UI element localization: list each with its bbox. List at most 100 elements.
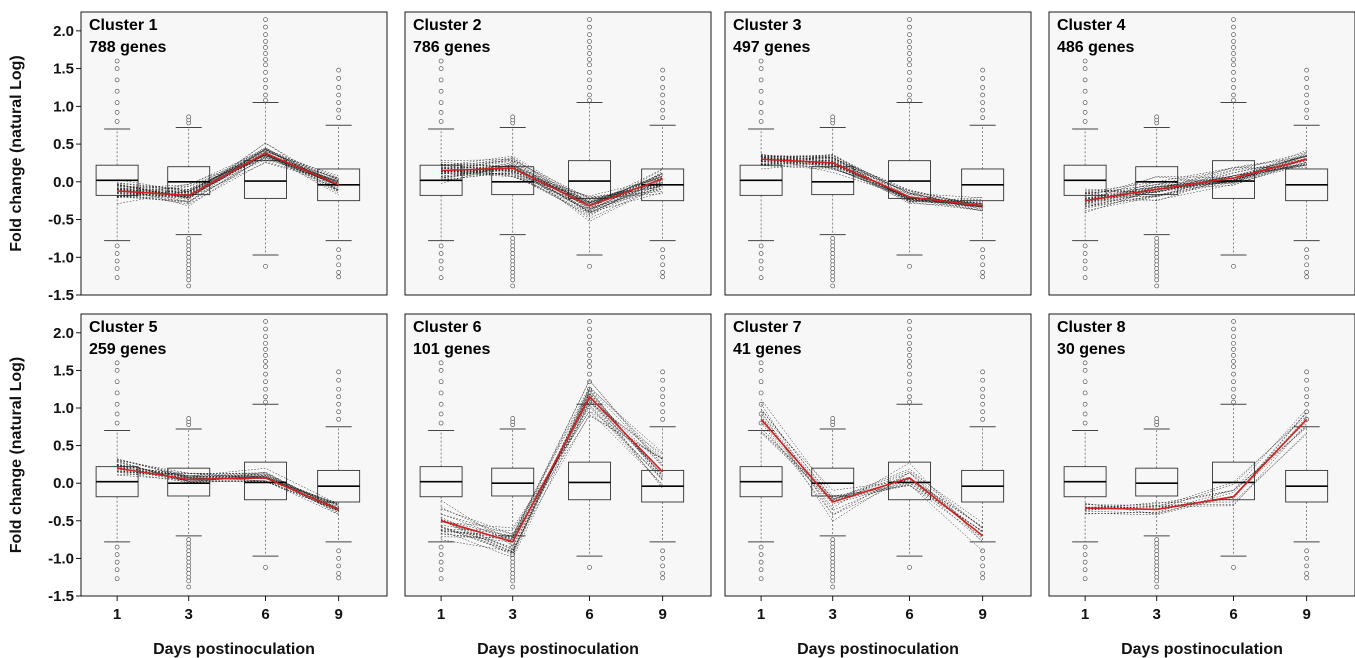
outlier-point (114, 552, 120, 557)
outlier-point (114, 576, 120, 582)
boxplot-day-6 (1212, 17, 1255, 269)
gene-profile-line (441, 158, 663, 209)
outlier-point (587, 97, 592, 103)
gene-profile-line (1085, 417, 1307, 514)
outlier-point (1231, 263, 1236, 269)
outlier-point (907, 353, 912, 358)
outlier-point (587, 39, 592, 44)
gene-profile-line (441, 390, 663, 554)
outlier-point (336, 100, 342, 105)
gene-profile-line (441, 387, 663, 552)
outlier-point (660, 247, 666, 253)
cluster-centroid-line (441, 167, 663, 207)
outlier-point (907, 51, 912, 56)
gene-profile-line (441, 171, 663, 197)
outlier-point (336, 369, 342, 375)
gene-profile-line (441, 379, 663, 537)
outlier-point (186, 239, 192, 245)
outlier-point (587, 85, 592, 90)
cluster-centroid-line (440, 395, 664, 543)
outlier-point (660, 115, 666, 121)
boxplot-day-1 (419, 360, 463, 582)
outlier-point (336, 92, 342, 98)
outlier-point (114, 567, 120, 573)
outlier-point (1304, 107, 1310, 113)
outlier-point (660, 416, 666, 422)
gene-profile-line (1085, 158, 1307, 200)
outlier-point (186, 283, 192, 289)
outlier-point (510, 283, 516, 289)
outlier-point (1154, 548, 1160, 554)
cluster-gene-count: 259 genes (89, 341, 166, 358)
outlier-point (660, 386, 666, 392)
gene-profile-line (440, 388, 663, 553)
outlier-point (263, 45, 268, 50)
cluster-title: Cluster 7 (733, 319, 802, 336)
outlier-point (263, 39, 268, 44)
outlier-point (438, 567, 444, 573)
outlier-point (758, 66, 764, 71)
outlier-point (660, 274, 666, 280)
boxplot-day-3 (811, 416, 855, 590)
gene-profile-line (761, 161, 983, 208)
x-tick-label: 3 (1153, 606, 1161, 623)
outlier-point (660, 76, 666, 81)
outlier-point (907, 379, 912, 385)
outlier-point (336, 563, 342, 569)
boxplot-day-3 (1135, 416, 1179, 590)
outlier-point (830, 416, 836, 421)
outlier-point (587, 45, 592, 50)
outlier-point (186, 254, 192, 260)
gene-profile-line (1085, 163, 1307, 193)
outlier-point (660, 270, 666, 275)
outlier-point (114, 58, 120, 64)
gene-profile-line (441, 164, 663, 208)
outlier-point (1304, 563, 1310, 569)
outlier-point (510, 416, 516, 421)
outlier-point (263, 364, 268, 369)
outlier-point (336, 270, 342, 275)
outlier-point (587, 340, 592, 346)
outlier-point (263, 57, 268, 62)
outlier-point (980, 67, 986, 73)
outlier-point (114, 360, 120, 366)
outlier-point (336, 85, 342, 90)
outlier-point (1154, 567, 1160, 573)
outlier-point (830, 578, 836, 584)
y-tick-label: 1.0 (53, 400, 74, 417)
gene-profile-line (1085, 163, 1307, 197)
outlier-point (263, 17, 268, 22)
outlier-point (186, 258, 192, 264)
outlier-point (1154, 574, 1160, 580)
gene-profile-line (117, 458, 339, 509)
outlier-point (830, 236, 836, 241)
gene-profile-line (1085, 161, 1307, 201)
gene-profile-line (440, 398, 663, 541)
gene-profile-line (117, 157, 339, 198)
outlier-point (830, 283, 836, 289)
gene-profile-line (117, 155, 339, 207)
gene-profile-line (1085, 164, 1307, 199)
outlier-point (114, 258, 120, 264)
gene-profile-line (117, 148, 339, 198)
outlier-point (1231, 24, 1236, 30)
outlier-point (186, 251, 192, 256)
outlier-point (510, 277, 516, 283)
outlier-point (587, 346, 592, 352)
boxplot-day-3 (167, 416, 211, 590)
outlier-point (1231, 326, 1236, 332)
outlier-point (1154, 114, 1160, 120)
gene-profile-line (1085, 408, 1307, 508)
outlier-point (980, 409, 986, 415)
outlier-point (336, 571, 342, 576)
outlier-point (263, 394, 268, 400)
outlier-point (1082, 58, 1088, 64)
outlier-point (1304, 247, 1310, 253)
panel-frame (724, 313, 1032, 597)
y-tick-label: -0.5 (48, 212, 74, 229)
outlier-point (510, 239, 516, 245)
outlier-point (1082, 66, 1088, 71)
outlier-point (438, 100, 444, 105)
outlier-point (1154, 416, 1160, 421)
outlier-point (510, 254, 516, 260)
